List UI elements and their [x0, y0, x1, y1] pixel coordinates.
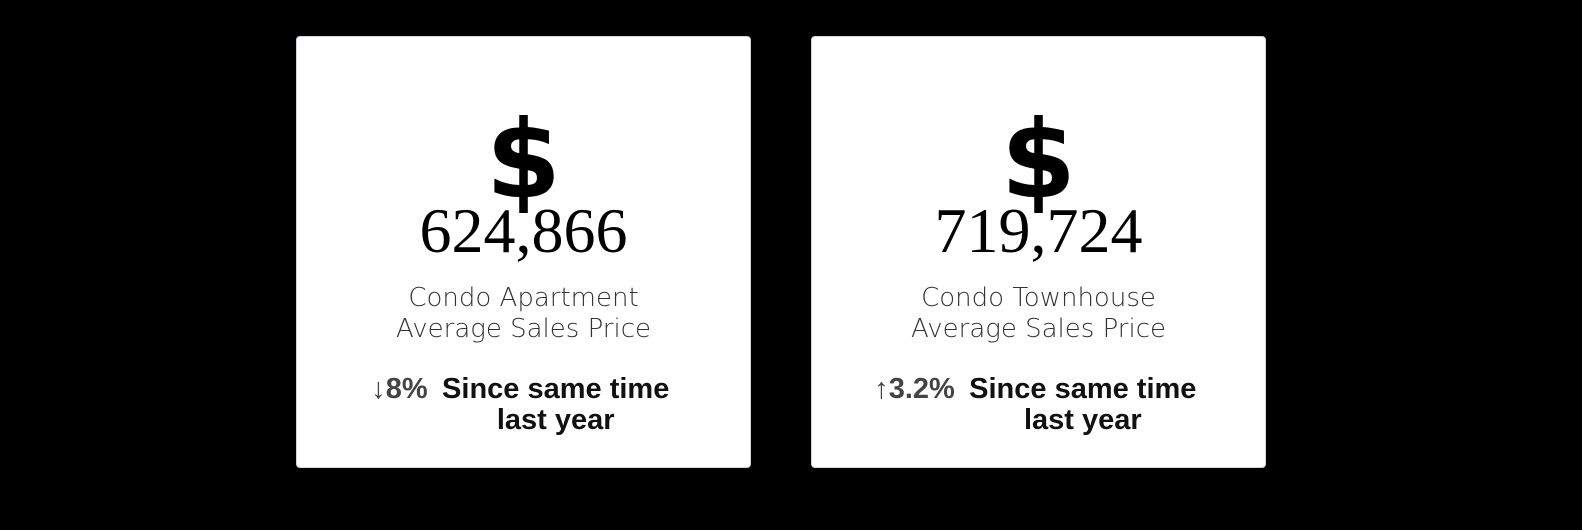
stat-card: $ 719,724 Condo Townhouse Average Sales … — [811, 36, 1266, 468]
label-line: Average Sales Price — [395, 314, 652, 344]
label-line: Condo Apartment — [408, 283, 639, 313]
dollar-icon: $ — [485, 98, 562, 223]
stat-card: $ 624,866 Condo Apartment Average Sales … — [296, 36, 751, 468]
stat-value: 719,724 — [934, 195, 1143, 266]
dollar-icon: $ — [1000, 98, 1077, 223]
label-line: Condo Townhouse — [921, 283, 1156, 313]
stat-value: 624,866 — [419, 195, 628, 266]
change-percent: ↑3.2% — [874, 373, 955, 405]
stat-label: Condo Townhouse Average Sales Price — [812, 283, 1265, 345]
change-row: ↑3.2% Since same time last year — [812, 374, 1265, 436]
label-line: Average Sales Price — [910, 314, 1167, 344]
change-percent: ↓8% — [371, 373, 428, 405]
change-text: Since same time last year — [969, 373, 1197, 436]
stat-label: Condo Apartment Average Sales Price — [297, 283, 750, 345]
change-text: Since same time last year — [442, 373, 670, 436]
change-row: ↓8% Since same time last year — [297, 374, 750, 436]
